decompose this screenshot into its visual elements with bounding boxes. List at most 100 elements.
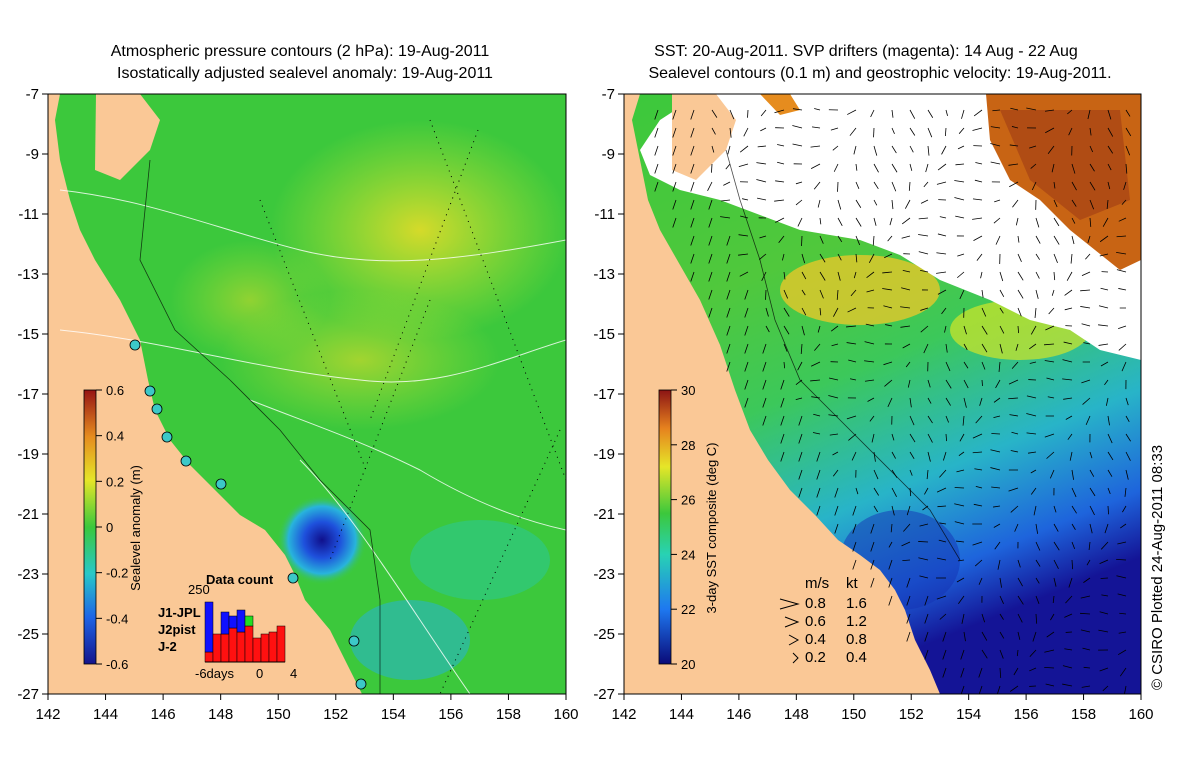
velocity-arrow [762,415,767,426]
velocity-arrow [774,109,785,114]
colorbar-tick-label: 20 [681,657,695,672]
velocity-legend-arrow [792,652,799,664]
velocity-arrow [1035,217,1040,228]
velocity-arrow [1098,343,1109,346]
velocity-arrow [1071,199,1077,207]
colorbar-tick-label: 0.6 [106,383,124,398]
velocity-arrow [1119,667,1127,677]
y-tick-label: -19 [17,446,39,463]
velocity-arrow [708,271,713,282]
velocity-arrow [891,181,897,192]
velocity-arrow [828,395,839,399]
velocity-arrow [888,541,893,548]
velocity-arrow [1062,665,1073,669]
data-count-ymax: 250 [188,582,210,597]
velocity-arrow [1124,487,1127,497]
velocity-arrow [994,541,1001,550]
velocity-arrow [973,503,983,507]
x-tick-label: 146 [726,706,751,723]
velocity-arrow [846,415,857,420]
velocity-arrow [909,433,916,443]
velocity-arrow [884,379,893,387]
velocity-arrow [759,253,767,260]
velocity-arrow [981,379,983,387]
legend-j2pist: J2pist [158,622,196,637]
velocity-arrow [972,541,983,546]
histogram-bar [204,601,214,653]
velocity-arrow [976,253,983,261]
y-tick-label: -9 [602,146,615,163]
y-tick-label: -13 [593,266,615,283]
velocity-arrow [924,595,929,606]
velocity-arrow [1008,163,1019,166]
velocity-arrow [1069,451,1073,461]
velocity-arrow [811,126,821,129]
velocity-arrow [871,433,875,443]
velocity-arrow [797,217,803,227]
velocity-arrow [726,307,731,318]
velocity-arrow [654,163,659,174]
velocity-arrow [1044,649,1055,653]
velocity-arrow [975,415,983,424]
velocity-arrow [873,469,879,480]
velocity-arrow [1107,163,1112,171]
velocity-arrow [957,253,965,257]
velocity-arrow [1050,613,1055,621]
velocity-arrow [800,343,803,354]
velocity-arrow [906,613,911,624]
velocity-arrow [708,307,713,318]
velocity-arrow [1125,433,1131,442]
velocity-arrow [954,521,965,525]
y-tick-label: -11 [18,206,39,223]
velocity-arrow [891,469,898,478]
velocity-arrow [1009,181,1019,188]
velocity-arrow [1044,343,1055,346]
x-tick-label: 150 [841,706,866,723]
velocity-arrow [853,271,857,279]
velocity-arrow [920,325,929,333]
velocity-arrow [1080,595,1091,599]
velocity-arrow [909,127,916,136]
velocity-arrow [920,307,929,311]
velocity-arrow [1013,667,1019,676]
velocity-arrow [962,415,965,426]
velocity-arrow [925,163,929,173]
velocity-arrow [792,125,803,129]
velocity-arrow [963,343,968,351]
velocity-arrow [1125,451,1131,461]
velocity-arrow [873,217,877,226]
velocity-arrow [979,397,983,406]
velocity-arrow [924,649,929,660]
velocity-arrow [993,523,1001,528]
right-x-axis: 142 144 146 148 150 152 154 156 158 160 [611,694,1154,723]
histogram-bar [268,631,278,663]
velocity-arrow [654,145,659,156]
histogram-bar [276,625,286,663]
velocity-arrow [1053,541,1060,551]
velocity-arrow [811,396,821,399]
velocity-arrow [832,451,839,456]
velocity-arrow [1067,109,1073,115]
y-tick-label: -17 [17,386,39,403]
velocity-arrow [972,127,983,131]
velocity-arrow [939,522,947,525]
velocity-arrow [1120,523,1127,529]
y-tick-label: -25 [17,626,39,643]
velocity-arrow [783,325,790,335]
y-tick-label: -25 [593,626,615,643]
velocity-arrow [814,108,821,111]
velocity-arrow [795,379,803,385]
velocity-arrow [1010,505,1019,513]
velocity-arrow [936,271,947,274]
velocity-legend-ms: 0.4 [805,631,826,648]
velocity-arrow [882,288,893,291]
velocity-arrow [942,667,947,678]
velocity-arrow [849,378,857,381]
velocity-arrow [1044,433,1055,438]
velocity-arrow [1008,379,1019,385]
colorbar-tick-label: -0.2 [106,566,128,581]
velocity-arrow [889,217,893,226]
velocity-arrow [725,163,731,170]
velocity-arrow [1071,163,1076,174]
velocity-arrow [937,505,947,508]
